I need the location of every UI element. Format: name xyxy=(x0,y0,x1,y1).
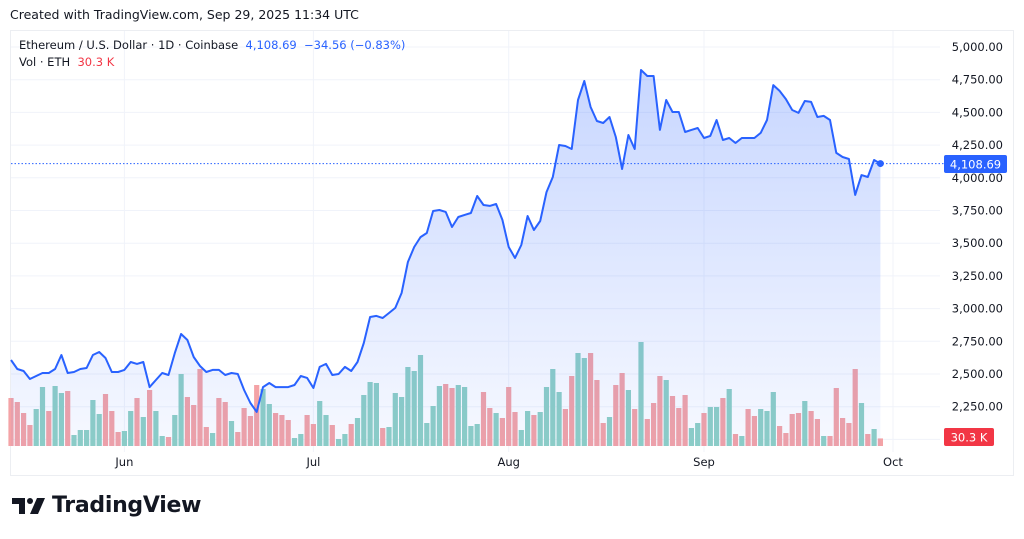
y-tick-label: 2,500.00 xyxy=(952,367,1003,381)
y-tick-label: 3,000.00 xyxy=(952,302,1003,316)
y-tick-label: 4,250.00 xyxy=(952,138,1003,152)
price-axis[interactable]: 5,000.00 4,750.00 4,500.00 4,250.00 4,000.00… xyxy=(952,40,1003,414)
last-volume-badge: 30.3 K xyxy=(944,428,994,446)
x-tick-label: Oct xyxy=(883,455,903,469)
y-tick-label: 5,000.00 xyxy=(952,40,1003,54)
last-price: 4,108.69 xyxy=(245,38,297,52)
tradingview-logo[interactable]: TradingView xyxy=(12,493,201,518)
chart-frame xyxy=(10,30,1014,476)
price-line xyxy=(10,69,881,413)
x-tick-label: Sep xyxy=(693,455,715,469)
last-price-badge: 4,108.69 xyxy=(944,155,1007,173)
tradingview-logo-icon xyxy=(12,497,45,514)
y-tick-label: 3,500.00 xyxy=(952,236,1003,250)
last-volume-label: 30.3 K xyxy=(951,431,988,445)
y-tick-label: 2,250.00 xyxy=(952,400,1003,414)
x-tick-label: Jul xyxy=(305,455,320,469)
volume-value: 30.3 K xyxy=(77,55,115,69)
y-tick-label: 2,750.00 xyxy=(952,334,1003,348)
x-tick-label: Aug xyxy=(497,455,519,469)
y-tick-label: 4,750.00 xyxy=(952,73,1003,87)
y-tick-label: 3,250.00 xyxy=(952,269,1003,283)
price-change: −34.56 (−0.83%) xyxy=(304,38,406,52)
symbol-title[interactable]: Ethereum / U.S. Dollar · 1D · Coinbase xyxy=(19,38,239,52)
created-caption: Created with TradingView.com, Sep 29, 20… xyxy=(10,7,359,22)
volume-row: Vol · ETH 30.3 K xyxy=(19,54,405,71)
y-tick-label: 3,750.00 xyxy=(952,204,1003,218)
volume-title[interactable]: Vol · ETH xyxy=(19,55,71,69)
y-tick-label: 4,000.00 xyxy=(952,171,1003,185)
y-tick-label: 4,500.00 xyxy=(952,105,1003,119)
chart-legend: Ethereum / U.S. Dollar · 1D · Coinbase 4… xyxy=(19,37,405,71)
tradingview-logo-text: TradingView xyxy=(52,493,202,518)
time-axis[interactable]: Jun Jul Aug Sep Oct xyxy=(114,455,903,469)
symbol-row: Ethereum / U.S. Dollar · 1D · Coinbase 4… xyxy=(19,37,405,54)
last-price-dot xyxy=(876,160,884,168)
x-tick-label: Jun xyxy=(114,455,133,469)
price-area-fill xyxy=(11,70,881,446)
last-price-label: 4,108.69 xyxy=(950,158,1001,172)
